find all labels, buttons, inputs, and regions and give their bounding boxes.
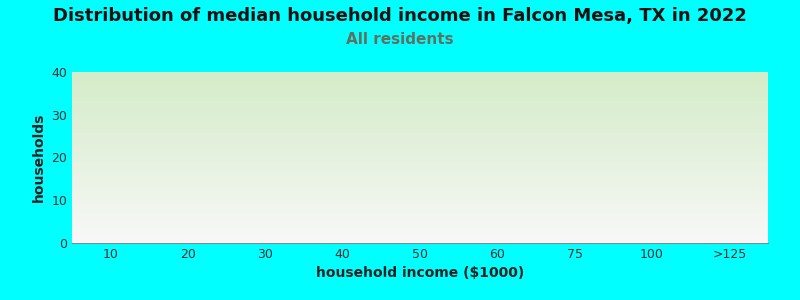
Bar xyxy=(700,226,758,243)
Text: City-Data.com: City-Data.com xyxy=(666,79,758,92)
Bar xyxy=(468,196,526,243)
Bar xyxy=(314,166,372,243)
Bar xyxy=(82,115,140,243)
Bar xyxy=(546,162,604,243)
X-axis label: household income ($1000): household income ($1000) xyxy=(316,266,524,280)
Bar xyxy=(236,230,294,243)
Bar xyxy=(159,183,217,243)
Text: Distribution of median household income in Falcon Mesa, TX in 2022: Distribution of median household income … xyxy=(53,8,747,26)
Y-axis label: households: households xyxy=(32,113,46,202)
Text: All residents: All residents xyxy=(346,32,454,46)
